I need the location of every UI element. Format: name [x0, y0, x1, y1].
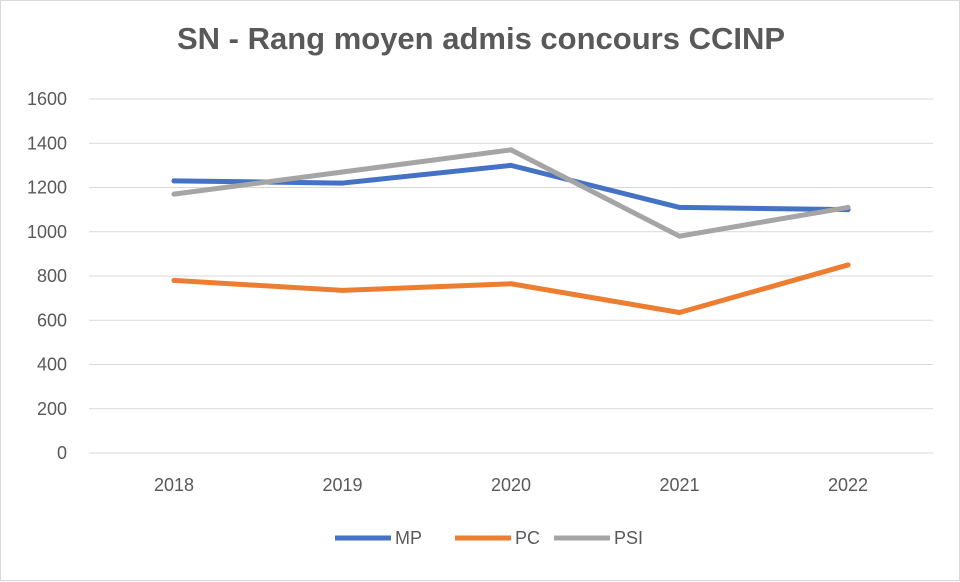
data-point-psi — [340, 169, 345, 175]
y-tick-label: 1600 — [27, 89, 67, 109]
y-tick-label: 400 — [37, 355, 67, 375]
data-point-pc — [508, 281, 514, 287]
data-point-psi — [171, 191, 177, 197]
series-line-pc — [171, 262, 851, 316]
data-point-mp — [171, 178, 177, 184]
data-point-pc — [677, 310, 682, 316]
legend-label-pc: PC — [515, 528, 540, 548]
y-tick-label: 800 — [37, 266, 67, 286]
data-point-psi — [677, 233, 682, 239]
data-point-pc — [171, 277, 177, 283]
data-point-pc — [340, 287, 345, 293]
x-tick-label: 2018 — [154, 475, 194, 495]
legend-label-mp: MP — [395, 528, 422, 548]
data-point-mp — [340, 180, 345, 186]
series-line-psi — [171, 147, 851, 239]
data-point-psi — [845, 204, 851, 210]
y-tick-label: 1000 — [27, 222, 67, 242]
chart-title: SN - Rang moyen admis concours CCINP — [176, 21, 786, 56]
y-tick-label: 0 — [57, 443, 67, 463]
y-tick-label: 600 — [37, 310, 67, 330]
x-tick-label: 2019 — [322, 475, 362, 495]
x-tick-label: 2021 — [659, 475, 699, 495]
y-tick-label: 1200 — [27, 178, 67, 198]
y-tick-label: 1400 — [27, 133, 67, 153]
x-tick-label: 2020 — [491, 475, 531, 495]
data-point-mp — [677, 204, 682, 210]
x-tick-label: 2022 — [828, 475, 868, 495]
data-point-psi — [508, 147, 514, 153]
legend-label-psi: PSI — [614, 528, 643, 548]
y-tick-label: 200 — [37, 399, 67, 419]
data-point-mp — [508, 162, 514, 168]
data-point-pc — [845, 262, 851, 268]
